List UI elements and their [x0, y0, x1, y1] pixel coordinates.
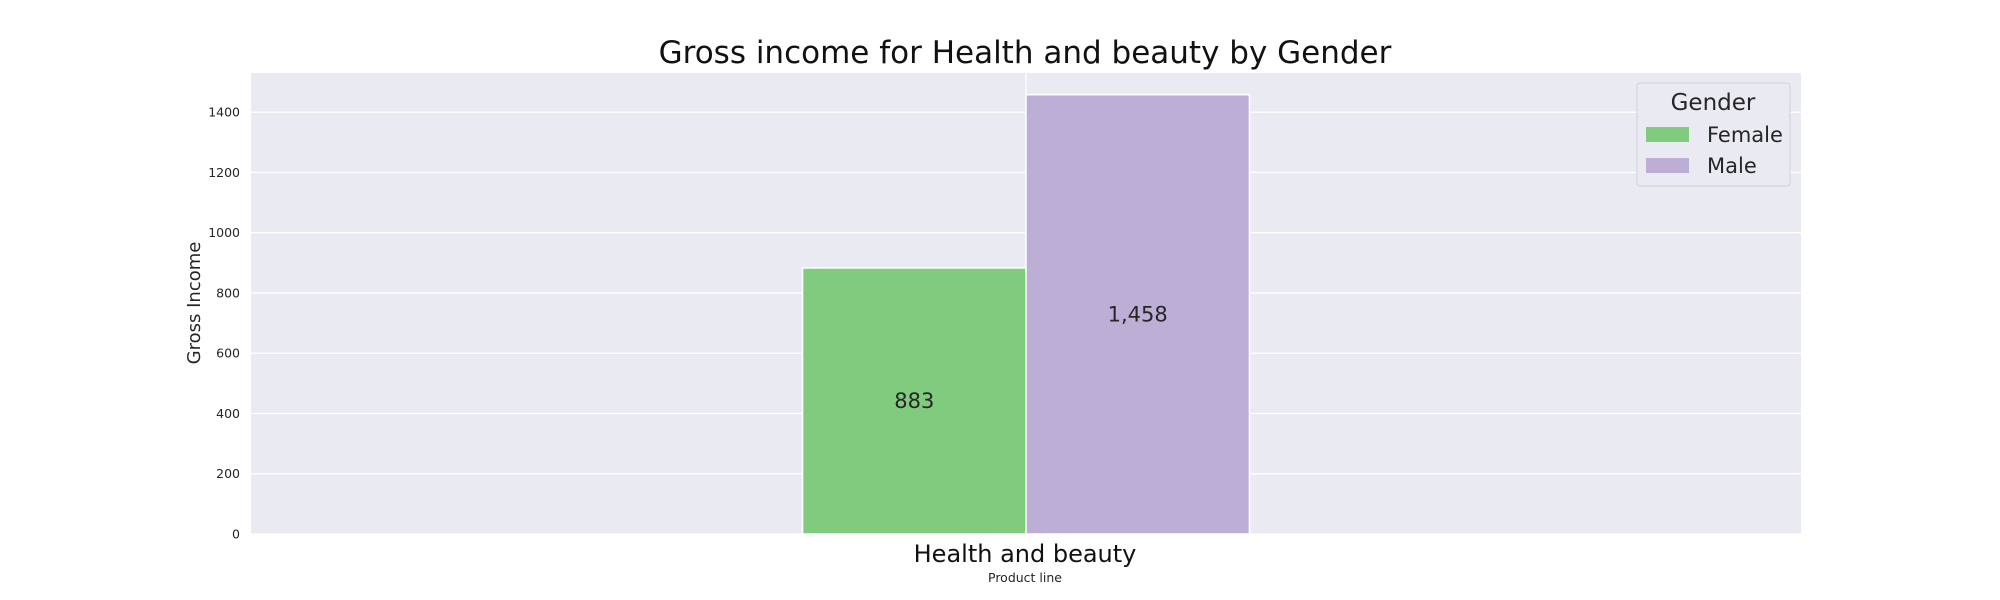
y-tick-label: 200 — [216, 466, 240, 481]
x-category-label: Health and beauty — [914, 540, 1137, 568]
y-tick-label: 1400 — [208, 105, 240, 120]
legend-swatch-male — [1646, 158, 1689, 173]
y-tick-label: 800 — [216, 285, 240, 300]
bar-labels: 883 1,458 — [894, 302, 1168, 413]
y-tick-label: 600 — [216, 346, 240, 361]
bars — [801, 93, 1251, 535]
y-axis-label: Gross Income — [184, 242, 205, 365]
legend-swatch-female — [1646, 127, 1689, 142]
bar-male — [1025, 93, 1251, 535]
bar-value-label-female: 883 — [894, 389, 934, 413]
legend-label-female: Female — [1707, 123, 1783, 147]
y-tick-label: 400 — [216, 406, 240, 421]
bar-female — [801, 267, 1027, 535]
legend: Gender Female Male — [1636, 82, 1791, 187]
y-axis-ticks: 0 200 400 600 800 1000 1200 1400 — [208, 105, 240, 542]
y-tick-label: 0 — [232, 527, 240, 542]
chart-title: Gross income for Health and beauty by Ge… — [659, 35, 1392, 71]
y-tick-label: 1000 — [208, 225, 240, 240]
y-tick-label: 1200 — [208, 165, 240, 180]
legend-label-male: Male — [1707, 154, 1757, 178]
x-axis-label: Product line — [988, 570, 1062, 585]
bar-value-label-male: 1,458 — [1108, 302, 1168, 326]
legend-title: Gender — [1671, 90, 1756, 116]
